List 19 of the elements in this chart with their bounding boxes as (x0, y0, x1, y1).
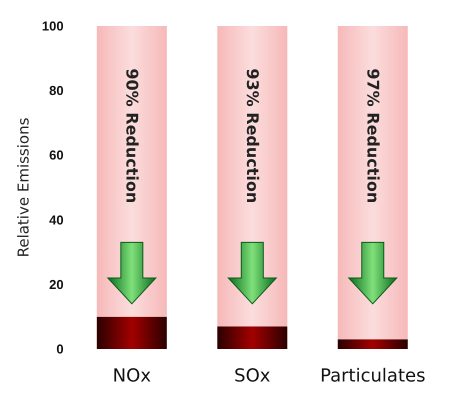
annotation: 93% Reduction (242, 68, 262, 204)
annotation: 90% Reduction (122, 68, 142, 204)
bar (338, 26, 408, 340)
y-tick-label: 60 (49, 148, 64, 163)
annotation: 97% Reduction (363, 68, 382, 204)
bar (338, 339, 408, 349)
y-tick-label: 100 (42, 18, 64, 34)
bar (217, 326, 288, 349)
y-axis-title: Relative Emissions (14, 117, 32, 258)
x-tick-label: Particulates (320, 366, 426, 386)
x-tick-label: SOx (234, 366, 271, 386)
y-tick-label: 80 (49, 83, 64, 98)
bar (96, 26, 167, 317)
bar (217, 26, 288, 326)
x-tick-label: NOx (112, 366, 152, 386)
bar (96, 316, 167, 349)
y-tick-label: 0 (56, 342, 64, 356)
y-tick-label: 20 (49, 276, 64, 292)
y-tick-label: 40 (49, 212, 64, 228)
